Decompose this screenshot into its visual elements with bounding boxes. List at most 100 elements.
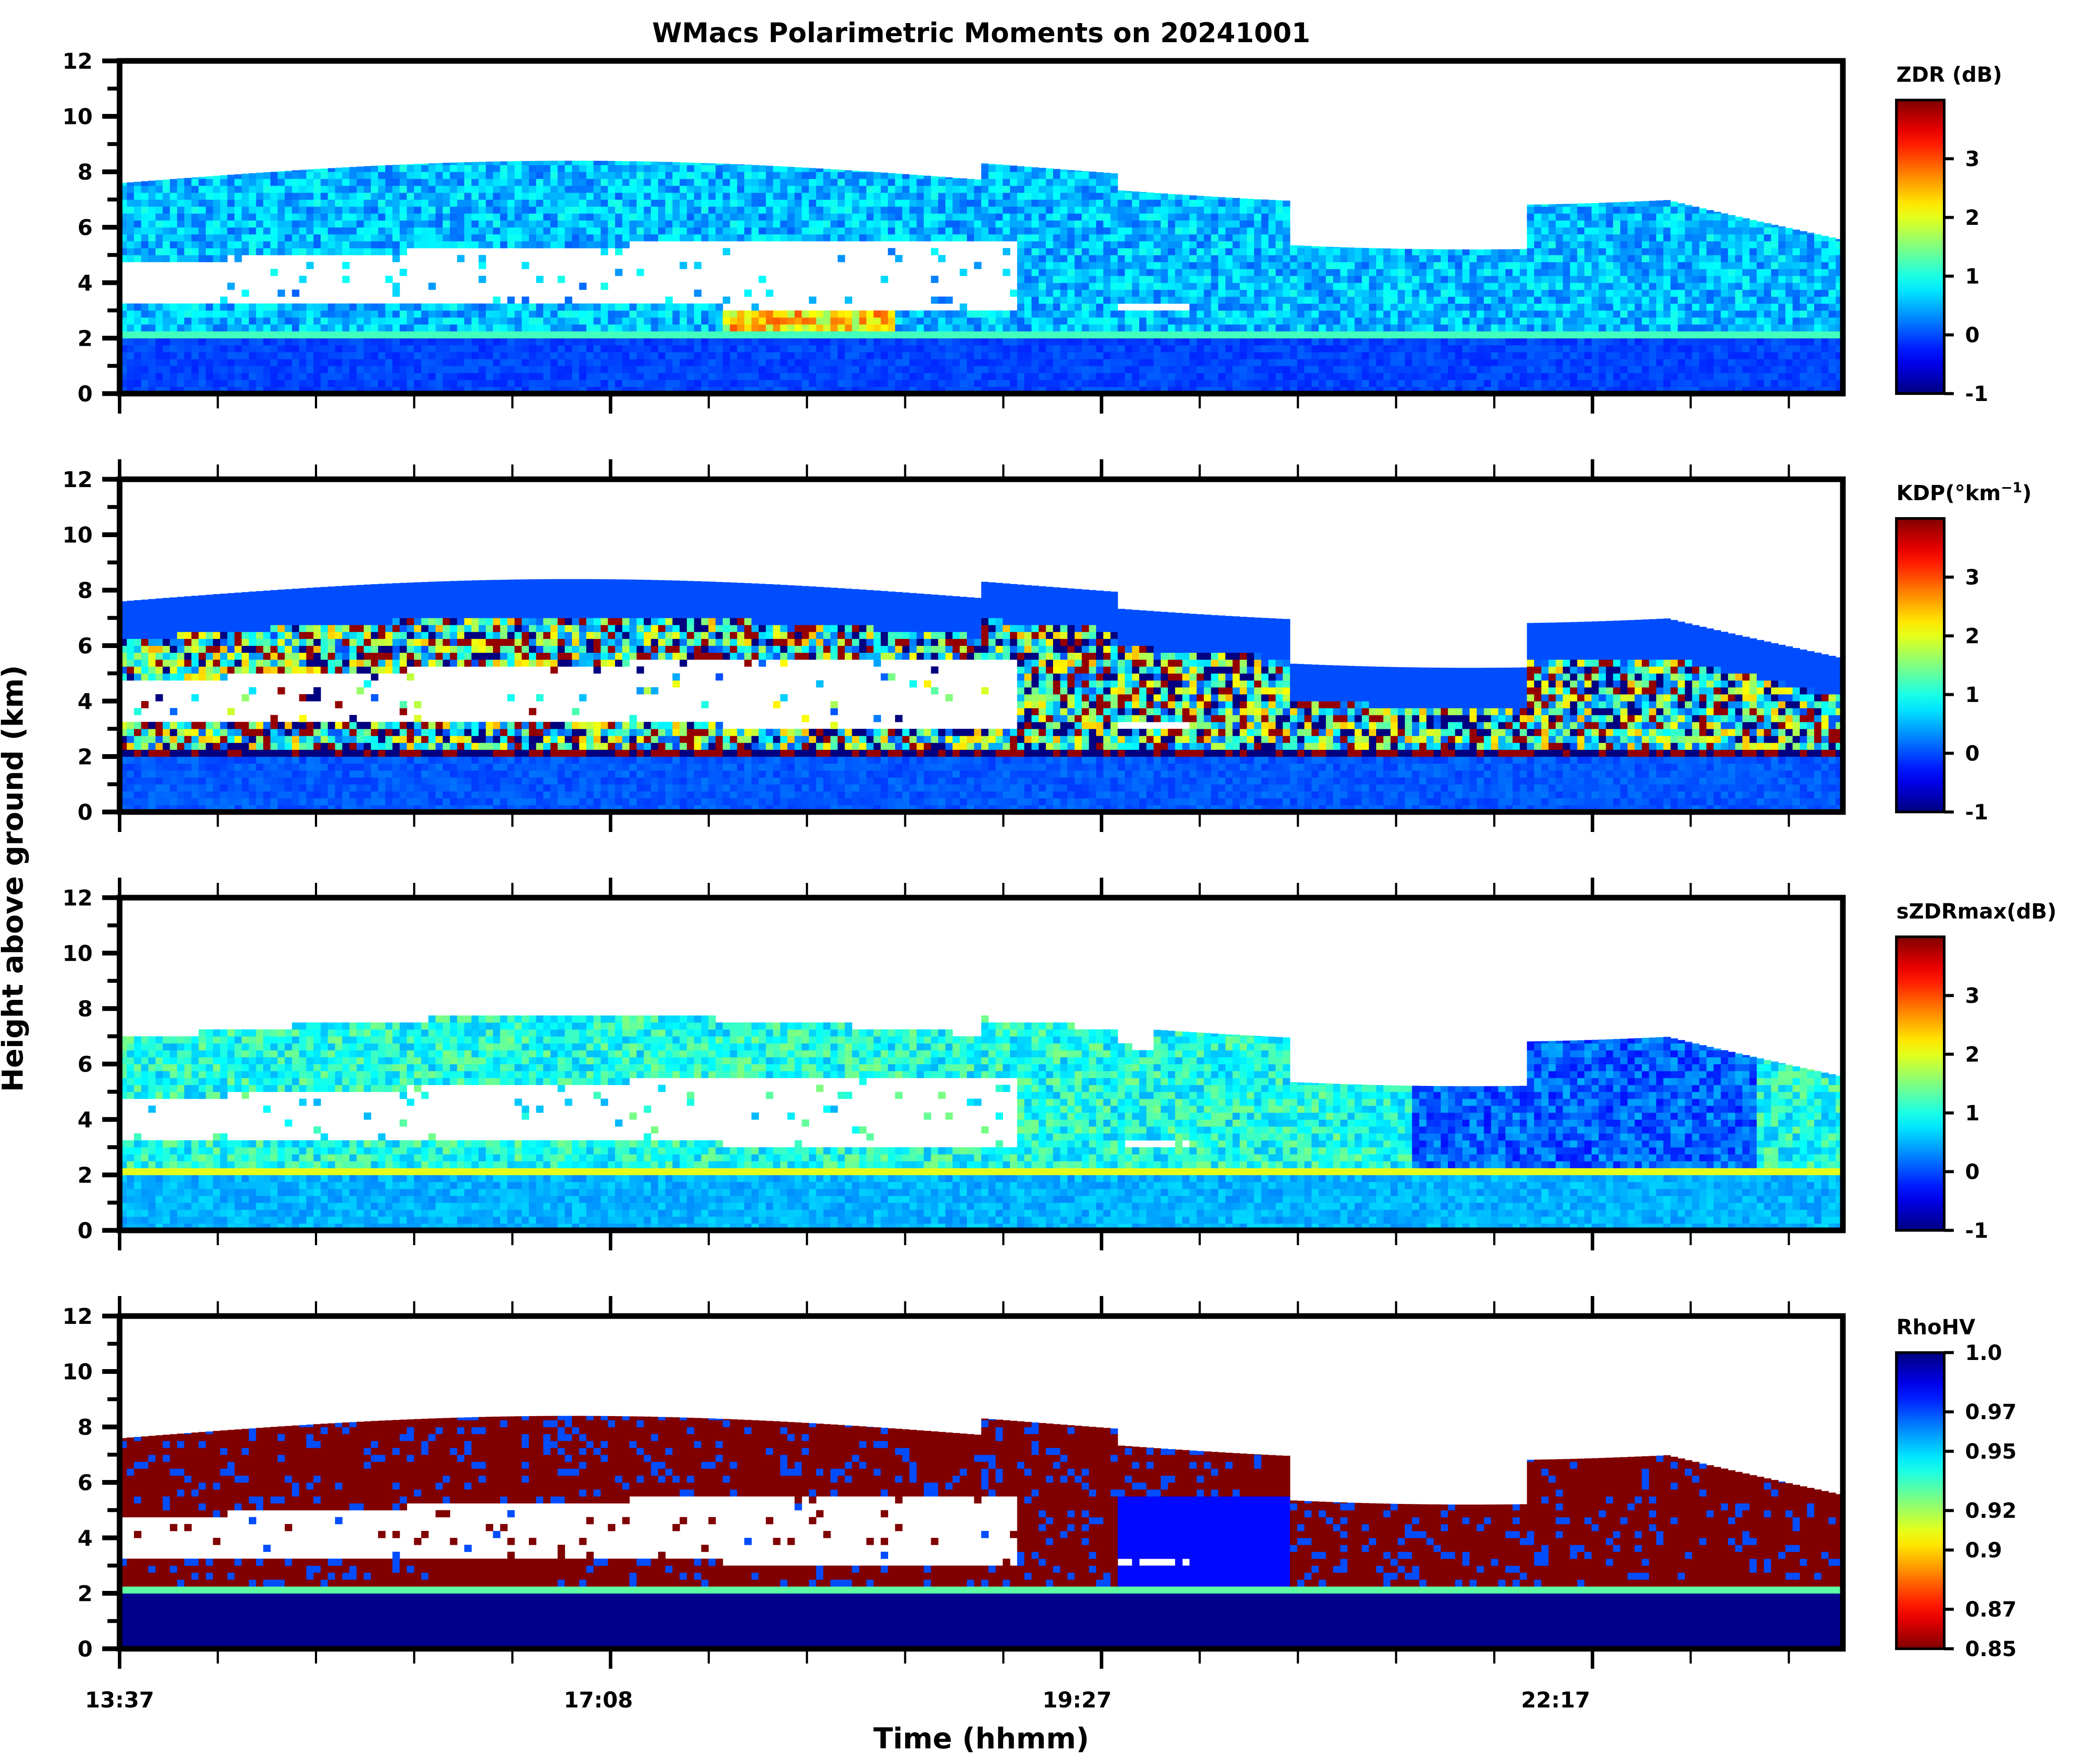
heatmap-cell	[1448, 290, 1455, 297]
heatmap-cell	[830, 234, 838, 241]
heatmap-cell	[156, 193, 163, 200]
heatmap-cell	[1362, 373, 1369, 380]
heatmap-cell	[450, 214, 457, 221]
heatmap-cell	[902, 174, 909, 179]
heatmap-cell	[342, 338, 350, 346]
heatmap-cell	[709, 179, 716, 186]
heatmap-cell	[299, 234, 307, 241]
heatmap-cell	[809, 193, 816, 200]
heatmap-cell	[672, 338, 680, 346]
heatmap-cell	[1039, 200, 1046, 207]
heatmap-cell	[888, 220, 895, 227]
heatmap-cell	[1470, 338, 1477, 346]
heatmap-cell	[378, 304, 385, 311]
heatmap-cell	[866, 338, 874, 346]
heatmap-cell	[752, 324, 759, 332]
heatmap-cell	[1218, 262, 1226, 269]
heatmap-cell	[1347, 324, 1355, 332]
heatmap-cell	[357, 248, 364, 255]
heatmap-cell	[1046, 338, 1053, 346]
heatmap-cell	[134, 373, 141, 380]
heatmap-cell	[206, 345, 213, 352]
heatmap-cell	[558, 359, 565, 366]
heatmap-cell	[285, 220, 292, 227]
heatmap-cell	[177, 317, 184, 325]
heatmap-cell	[1067, 359, 1075, 366]
heatmap-cell	[1132, 331, 1140, 339]
heatmap-cell	[342, 380, 350, 387]
heatmap-cell	[199, 255, 206, 262]
heatmap-cell	[960, 317, 967, 325]
heatmap-cell	[816, 220, 823, 227]
heatmap-cell	[1118, 311, 1125, 318]
heatmap-cell	[752, 338, 759, 346]
heatmap-cell	[220, 241, 227, 248]
heatmap-cell	[845, 380, 852, 387]
heatmap-cell	[931, 193, 938, 200]
heatmap-cell	[500, 193, 508, 200]
heatmap-cell	[565, 234, 572, 241]
heatmap-cell	[1254, 352, 1261, 359]
heatmap-cell	[421, 359, 428, 366]
heatmap-cell	[672, 324, 680, 332]
heatmap-cell	[1190, 297, 1197, 304]
heatmap-cell	[421, 165, 428, 172]
heatmap-cell	[1175, 227, 1183, 235]
heatmap-cell	[1434, 290, 1441, 297]
heatmap-cell	[364, 366, 371, 373]
heatmap-cell	[1089, 290, 1096, 297]
heatmap-cell	[974, 207, 982, 214]
heatmap-cell	[737, 352, 745, 359]
heatmap-cell	[780, 352, 788, 359]
heatmap-cell	[859, 171, 866, 172]
heatmap-cell	[1147, 269, 1154, 276]
heatmap-cell	[1139, 276, 1147, 283]
heatmap-cell	[866, 200, 874, 207]
heatmap-cell	[378, 214, 385, 221]
heatmap-cell	[1513, 324, 1520, 332]
heatmap-cell	[1470, 276, 1477, 283]
heatmap-cell	[795, 373, 802, 380]
heatmap-cell	[1405, 262, 1412, 269]
heatmap-cell	[1434, 249, 1441, 255]
heatmap-cell	[127, 304, 134, 311]
heatmap-cell	[672, 331, 680, 339]
heatmap-cell	[996, 324, 1003, 332]
heatmap-cell	[1326, 317, 1333, 325]
heatmap-cell	[1024, 373, 1032, 380]
heatmap-cell	[1247, 262, 1254, 269]
heatmap-cell	[213, 220, 221, 227]
heatmap-cell	[1384, 297, 1391, 304]
heatmap-cell	[916, 317, 924, 325]
heatmap-cell	[608, 179, 615, 186]
heatmap-cell	[1412, 366, 1420, 373]
heatmap-cell	[234, 193, 242, 200]
heatmap-cell	[816, 179, 823, 186]
heatmap-cell	[766, 338, 773, 346]
heatmap-cell	[1283, 311, 1290, 318]
heatmap-cell	[400, 234, 407, 241]
heatmap-cell	[845, 373, 852, 380]
heatmap-cell	[457, 227, 465, 235]
heatmap-cell	[658, 193, 665, 200]
heatmap-cell	[938, 331, 946, 339]
heatmap-cell	[1354, 338, 1362, 346]
heatmap-cell	[1290, 345, 1297, 352]
heatmap-cell	[924, 331, 931, 339]
heatmap-cell	[385, 207, 393, 214]
heatmap-cell	[981, 227, 989, 235]
heatmap-cell	[285, 241, 292, 248]
heatmap-cell	[1032, 380, 1039, 387]
heatmap-cell	[586, 179, 594, 186]
heatmap-cell	[342, 220, 350, 227]
heatmap-cell	[1082, 345, 1089, 352]
heatmap-cell	[457, 317, 465, 325]
heatmap-cell	[249, 317, 256, 325]
heatmap-cell	[1412, 255, 1420, 262]
heatmap-cell	[1333, 297, 1341, 304]
heatmap-cell	[1297, 262, 1304, 269]
heatmap-cell	[1333, 373, 1341, 380]
heatmap-cell	[845, 179, 852, 186]
heatmap-cell	[715, 373, 723, 380]
heatmap-cell	[873, 366, 881, 373]
